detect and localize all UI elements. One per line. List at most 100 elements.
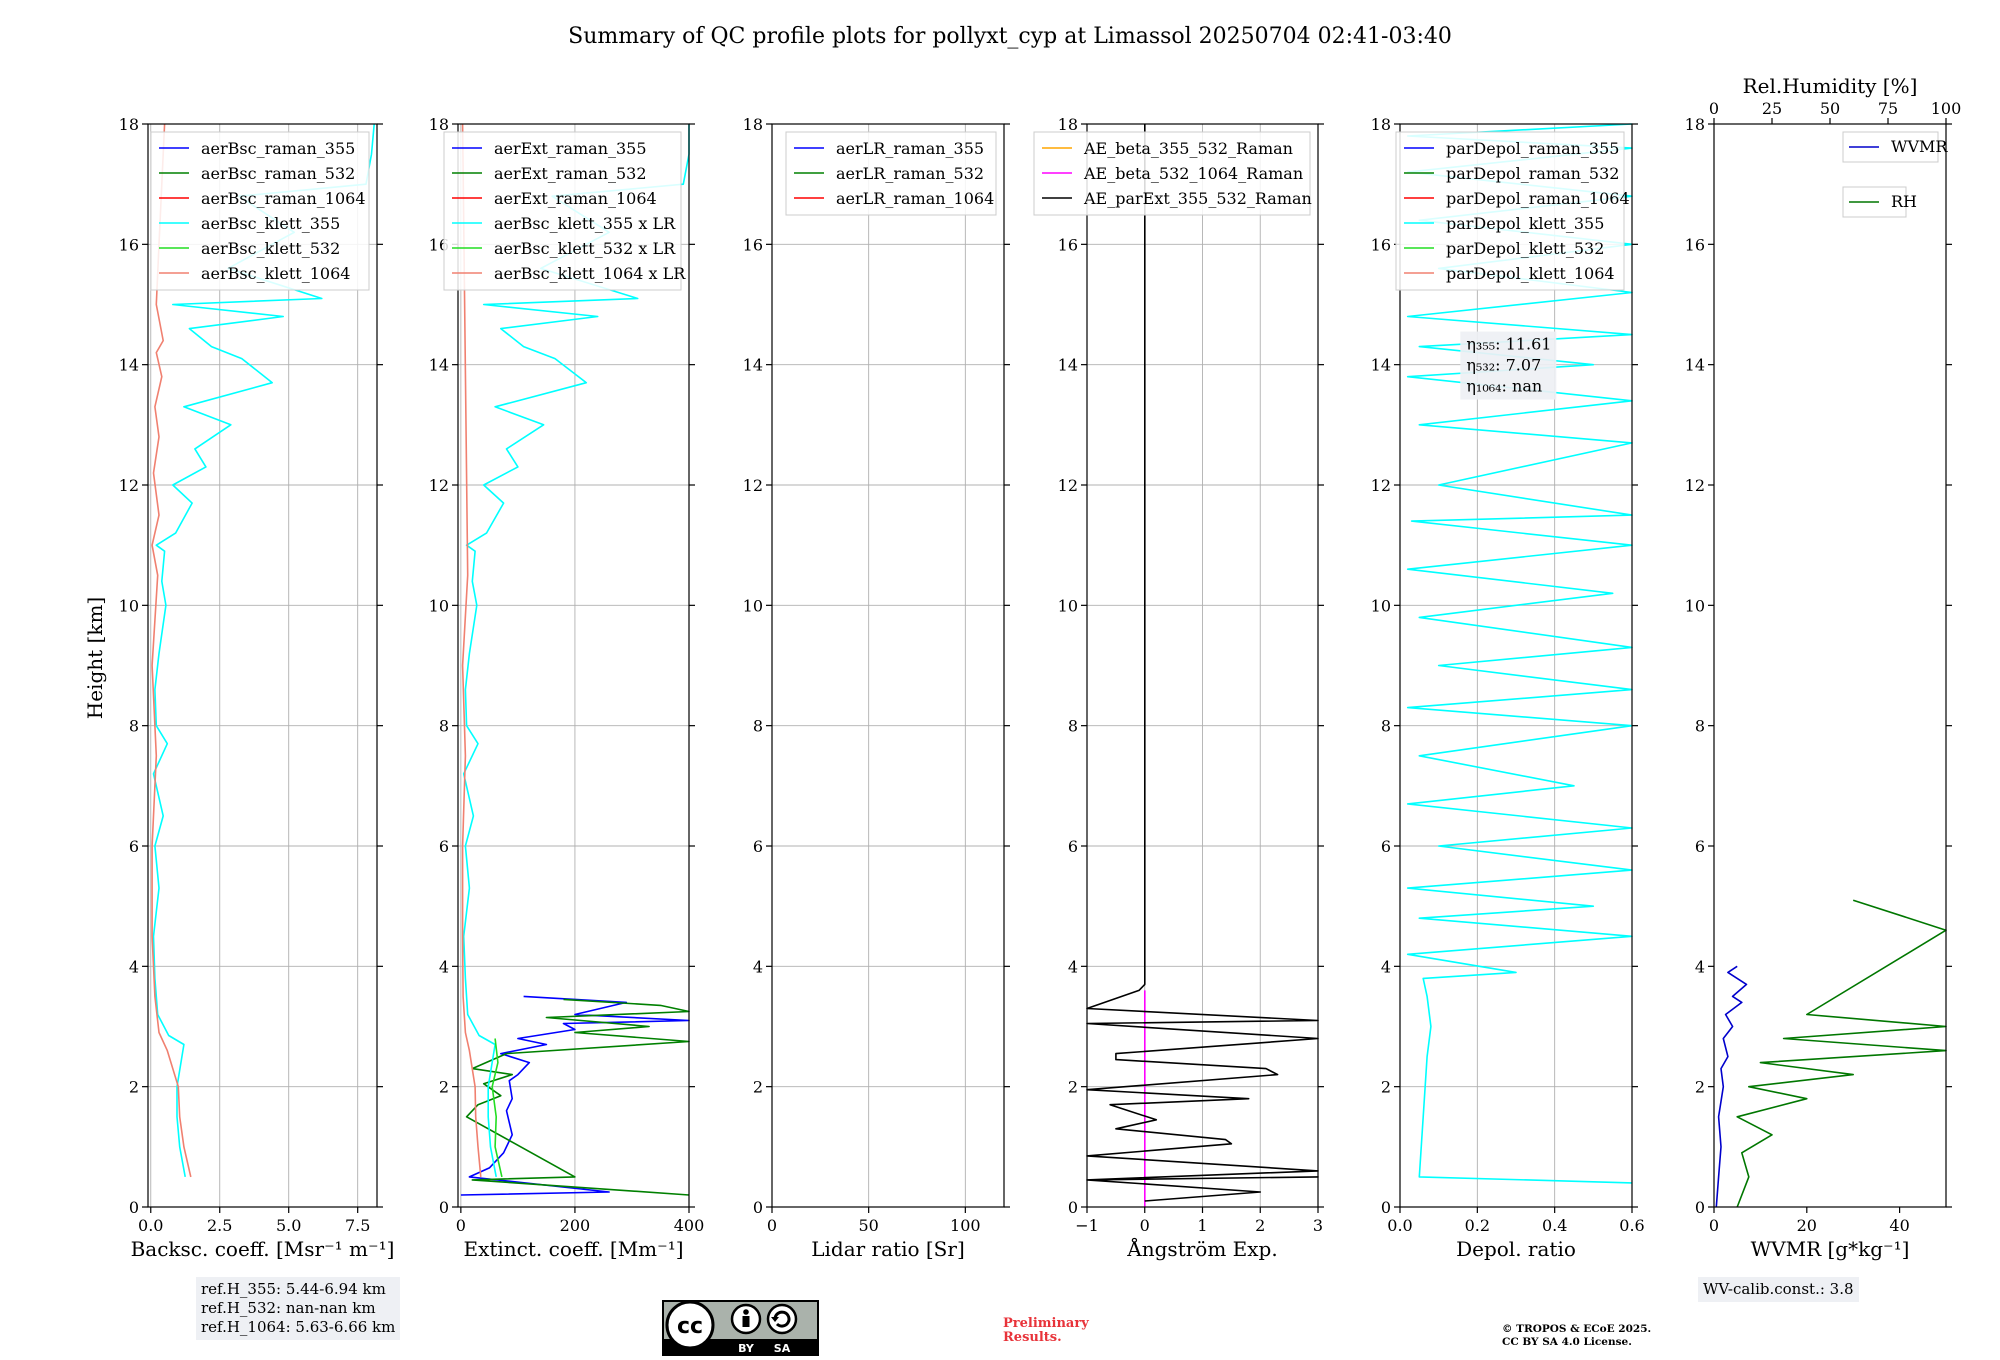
- y-tick-label: 14: [429, 356, 449, 375]
- eta-annotation-box: [1460, 331, 1557, 400]
- x-tick-label: 5.0: [276, 1216, 301, 1235]
- top-x-tick-label: 50: [1820, 99, 1840, 118]
- x-axis-label: Backsc. coeff. [Msr⁻¹ m⁻¹]: [131, 1237, 395, 1261]
- y-tick-label: 0: [1068, 1198, 1078, 1217]
- y-tick-label: 18: [1685, 115, 1705, 134]
- y-tick-label: 18: [119, 115, 139, 134]
- legend-box: [1033, 131, 1311, 216]
- legend-label-aerbsc-raman-1064: aerBsc_raman_1064: [201, 189, 366, 208]
- legend: aerExt_raman_355 aerExt_raman_532 aerExt_r…: [443, 131, 686, 291]
- y-tick-label: 10: [429, 596, 449, 615]
- y-tick-label: 12: [743, 476, 763, 495]
- ref-height-355: ref.H_355: 5.44-6.94 km: [201, 1280, 386, 1298]
- series-line-rh: [1736, 899, 1947, 1208]
- legend-box: [150, 131, 370, 291]
- y-tick-label: 8: [439, 717, 449, 736]
- legend-label-aerext-raman-355: aerExt_raman_355: [494, 139, 647, 158]
- axes-frame: [1713, 123, 1947, 1208]
- y-tick-label: 8: [1068, 717, 1078, 736]
- x-tick-label: 3: [1313, 1216, 1323, 1235]
- y-tick-label: 6: [129, 837, 139, 856]
- x-tick-label: 100: [950, 1216, 981, 1235]
- y-tick-label: 4: [1068, 957, 1078, 976]
- series-line-aerbsc-klett-532-x-lr: [491, 1038, 503, 1178]
- y-tick-label: 14: [1685, 356, 1705, 375]
- series-line-aerbsc-klett-355: [152, 123, 375, 1178]
- legend-box: [443, 131, 682, 291]
- y-tick-label: 18: [743, 115, 763, 134]
- y-tick-label: 8: [1381, 717, 1391, 736]
- y-axis-label: Height [km]: [83, 597, 107, 719]
- y-tick-label: 4: [1381, 957, 1391, 976]
- y-tick-label: 12: [1058, 476, 1078, 495]
- x-tick-label: 0.0: [138, 1216, 163, 1235]
- top-x-tick-label: 0: [1709, 99, 1719, 118]
- ref-height-532: ref.H_532: nan-nan km: [201, 1299, 376, 1317]
- legend: AE_beta_355_532_Raman AE_beta_532_1064_Ra…: [1033, 131, 1312, 216]
- x-axis-label: Lidar ratio [Sr]: [811, 1237, 965, 1261]
- x-tick-label: 0: [456, 1216, 466, 1235]
- panel-depolarization: 0 2 4 6 8 10 12 14 16 18 0.0 0.2 0.4 0.6 Depol. ratio p…: [1371, 115, 1645, 1261]
- y-tick-label: 12: [429, 476, 449, 495]
- y-tick-label: 0: [1381, 1198, 1391, 1217]
- legend-label-aerlr-raman-1064: aerLR_raman_1064: [836, 189, 994, 208]
- y-tick-label: 0: [1695, 1198, 1705, 1217]
- y-tick-label: 6: [1695, 837, 1705, 856]
- axes-frame: [1399, 123, 1633, 1208]
- x-tick-label: 2: [1255, 1216, 1265, 1235]
- y-tick-label: 10: [1371, 596, 1391, 615]
- y-tick-label: 4: [129, 957, 139, 976]
- top-x-tick-label: 75: [1878, 99, 1898, 118]
- x-tick-label: 0.4: [1542, 1216, 1567, 1235]
- y-tick-label: 12: [1371, 476, 1391, 495]
- y-tick-label: 6: [1381, 837, 1391, 856]
- legend-label-aerext-raman-532: aerExt_raman_532: [494, 164, 647, 183]
- copyright-note: © TROPOS & ECoE 2025. CC BY SA 4.0 Licen…: [1502, 1323, 1651, 1349]
- legend-label-aerbsc-klett-355-x-lr: aerBsc_klett_355 x LR: [494, 214, 676, 233]
- y-tick-label: 16: [1371, 235, 1391, 254]
- x-tick-label: 0.6: [1619, 1216, 1644, 1235]
- preliminary-line-1: Preliminary: [1003, 1316, 1089, 1331]
- y-tick-label: 14: [743, 356, 763, 375]
- legend-label-aerext-raman-1064: aerExt_raman_1064: [494, 189, 657, 208]
- y-tick-label: 18: [1058, 115, 1078, 134]
- y-tick-label: 10: [1058, 596, 1078, 615]
- y-tick-label: 16: [1058, 235, 1078, 254]
- eta-annotation-line: η₁₀₆₄: nan: [1466, 377, 1542, 396]
- y-tick-label: 14: [119, 356, 139, 375]
- x-tick-label: −1: [1075, 1216, 1099, 1235]
- eta-annotation-line: η₅₃₂: 7.07: [1466, 356, 1541, 375]
- x-tick-label: 400: [674, 1216, 705, 1235]
- y-tick-label: 2: [1381, 1078, 1391, 1097]
- legend-label-aerbsc-raman-532: aerBsc_raman_532: [201, 164, 355, 183]
- legend-label-aerbsc-klett-1064-x-lr: aerBsc_klett_1064 x LR: [494, 264, 686, 283]
- legend-box: [1395, 131, 1625, 291]
- y-tick-label: 0: [129, 1198, 139, 1217]
- svg-text:SA: SA: [774, 1342, 791, 1355]
- cc-by-sa-icon: cc BY SA: [662, 1300, 819, 1356]
- top-x-tick-label: 25: [1762, 99, 1782, 118]
- x-tick-label: 0: [767, 1216, 777, 1235]
- y-tick-label: 4: [439, 957, 449, 976]
- y-tick-label: 2: [129, 1078, 139, 1097]
- y-tick-label: 0: [753, 1198, 763, 1217]
- series-line-aerext-raman-355: [460, 995, 690, 1196]
- top-x-axis-label: Rel.Humidity [%]: [1743, 74, 1918, 98]
- wv-calibration-box: WV-calib.const.: 3.8: [1698, 1277, 1859, 1302]
- y-tick-label: 6: [439, 837, 449, 856]
- y-tick-label: 0: [439, 1198, 449, 1217]
- legend-entry-rh: RH: [1842, 186, 1917, 218]
- legend-label-pardepol-raman-532: parDepol_raman_532: [1446, 164, 1619, 183]
- legend-label-pardepol-raman-355: parDepol_raman_355: [1446, 139, 1619, 158]
- y-tick-label: 2: [439, 1078, 449, 1097]
- y-tick-label: 16: [743, 235, 763, 254]
- legend: parDepol_raman_355 parDepol_raman_532 parD…: [1395, 131, 1630, 291]
- legend-label: RH: [1891, 192, 1917, 211]
- legend-label-aerbsc-klett-532-x-lr: aerBsc_klett_532 x LR: [494, 239, 676, 258]
- series-line-wvmr: [1715, 965, 1748, 1208]
- x-tick-label: 1: [1197, 1216, 1207, 1235]
